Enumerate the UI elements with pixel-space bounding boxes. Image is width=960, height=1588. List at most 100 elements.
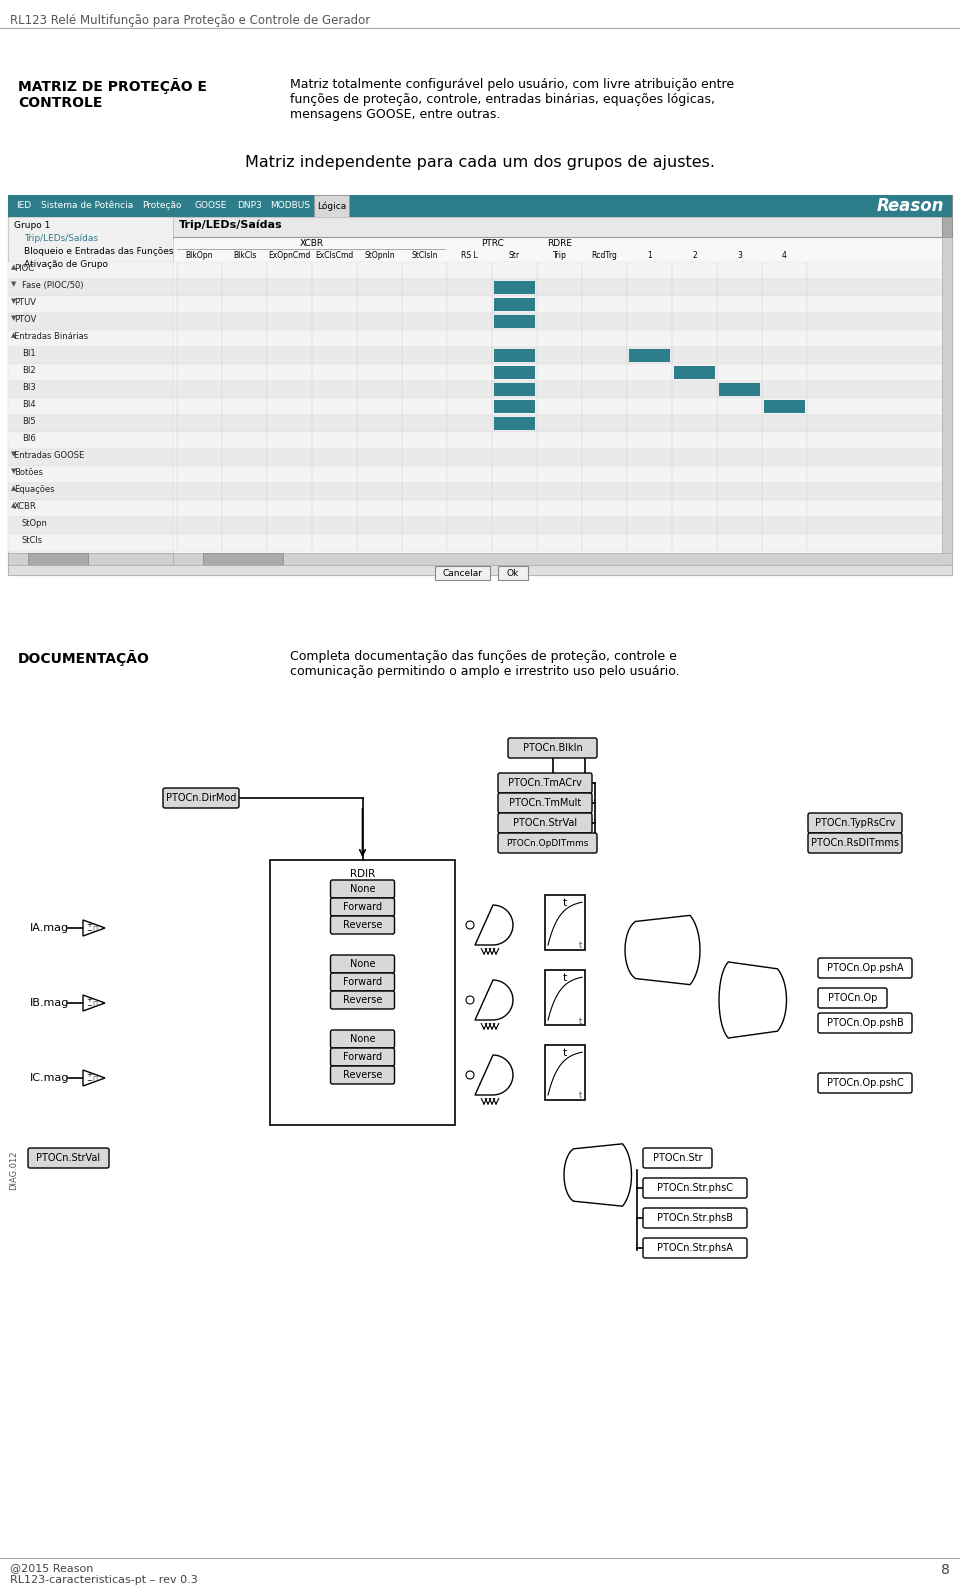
Text: PTOV: PTOV — [14, 314, 36, 324]
FancyBboxPatch shape — [163, 788, 239, 808]
Bar — [8, 534, 173, 551]
Text: Grupo 1: Grupo 1 — [14, 221, 50, 230]
Text: ▲: ▲ — [11, 502, 16, 508]
Bar — [674, 365, 715, 380]
Bar — [494, 365, 535, 380]
Text: Π: Π — [92, 1077, 98, 1081]
Text: BI1: BI1 — [22, 349, 36, 357]
Text: Matriz totalmente configurável pelo usuário, com livre atribuição entre
funções : Matriz totalmente configurável pelo usuá… — [290, 78, 734, 121]
Text: t: t — [578, 942, 582, 951]
Text: 1: 1 — [647, 251, 652, 260]
Text: Reason: Reason — [876, 197, 944, 214]
Text: PTOCn.Op: PTOCn.Op — [828, 992, 877, 1004]
Bar — [8, 414, 173, 432]
Text: BI4: BI4 — [22, 400, 36, 410]
Text: PTOCn.TmACrv: PTOCn.TmACrv — [508, 778, 582, 788]
Text: MODBUS: MODBUS — [270, 202, 310, 211]
Bar — [173, 483, 952, 500]
Bar — [8, 330, 173, 348]
Text: ▼: ▼ — [11, 281, 16, 287]
Text: PTOCn.TypRsCrv: PTOCn.TypRsCrv — [815, 818, 895, 827]
FancyBboxPatch shape — [330, 880, 395, 897]
Text: PTRC: PTRC — [481, 238, 503, 248]
Text: DNP3: DNP3 — [238, 202, 262, 211]
FancyBboxPatch shape — [330, 991, 395, 1008]
Text: t: t — [563, 1048, 567, 1058]
Bar — [173, 414, 952, 432]
Circle shape — [466, 1070, 474, 1078]
Text: @2015 Reason
RL123-caracteristicas-pt – rev 0.3: @2015 Reason RL123-caracteristicas-pt – … — [10, 1563, 198, 1585]
Text: IB.mag: IB.mag — [30, 997, 69, 1008]
Bar — [8, 553, 173, 565]
Bar — [764, 400, 805, 413]
Bar — [494, 349, 535, 362]
Bar — [8, 262, 173, 279]
Bar — [494, 299, 535, 311]
FancyBboxPatch shape — [330, 954, 395, 973]
Text: PTUV: PTUV — [14, 299, 36, 306]
Text: Equações: Equações — [14, 484, 55, 494]
Text: Forward: Forward — [343, 977, 382, 988]
Bar — [494, 383, 535, 395]
Text: ▲: ▲ — [11, 264, 16, 270]
Text: Ativação de Grupo: Ativação de Grupo — [24, 260, 108, 268]
Text: BI2: BI2 — [22, 365, 36, 375]
Text: BlkOpn: BlkOpn — [185, 251, 213, 260]
Bar — [270, 861, 455, 1124]
FancyBboxPatch shape — [818, 958, 912, 978]
Text: BI6: BI6 — [22, 434, 36, 443]
Text: BI3: BI3 — [22, 383, 36, 392]
Circle shape — [466, 996, 474, 1004]
FancyBboxPatch shape — [330, 897, 395, 916]
Text: Reverse: Reverse — [343, 996, 382, 1005]
Bar — [494, 281, 535, 294]
Text: 2: 2 — [692, 251, 697, 260]
Text: XCBR: XCBR — [300, 238, 324, 248]
Text: IED: IED — [16, 202, 32, 211]
Text: Forward: Forward — [343, 1051, 382, 1062]
Polygon shape — [83, 919, 105, 935]
Text: Proteção: Proteção — [142, 202, 181, 211]
Text: PTOCn.Op.pshB: PTOCn.Op.pshB — [827, 1018, 903, 1027]
Bar — [173, 465, 952, 483]
Text: PTOCn.Op.pshA: PTOCn.Op.pshA — [827, 962, 903, 973]
Bar — [8, 218, 173, 575]
Text: StCls: StCls — [22, 537, 43, 545]
FancyBboxPatch shape — [808, 813, 902, 834]
Bar — [8, 483, 173, 500]
Bar — [8, 449, 173, 465]
Text: ▼: ▼ — [11, 299, 16, 303]
Bar — [8, 500, 173, 518]
Bar — [435, 565, 490, 580]
Bar — [173, 449, 952, 465]
Text: Entradas GOOSE: Entradas GOOSE — [14, 451, 84, 461]
Text: Matriz independente para cada um dos grupos de ajustes.: Matriz independente para cada um dos gru… — [245, 156, 715, 170]
FancyBboxPatch shape — [28, 1148, 109, 1169]
FancyBboxPatch shape — [498, 813, 592, 834]
Text: Trip/LEDs/Saídas: Trip/LEDs/Saídas — [24, 233, 98, 243]
Text: PTOCn.OpDITmms: PTOCn.OpDITmms — [506, 838, 588, 848]
Text: PTOCn.Str: PTOCn.Str — [653, 1153, 703, 1162]
Text: ▼: ▼ — [11, 468, 16, 473]
FancyBboxPatch shape — [498, 834, 597, 853]
Text: t: t — [563, 973, 567, 983]
Text: RL123 Relé Multifunção para Proteção e Controle de Gerador: RL123 Relé Multifunção para Proteção e C… — [10, 14, 371, 27]
Bar — [173, 262, 952, 279]
Text: +: + — [86, 923, 92, 927]
FancyBboxPatch shape — [643, 1208, 747, 1228]
Text: GOOSE: GOOSE — [195, 202, 228, 211]
Text: Reverse: Reverse — [343, 1070, 382, 1080]
Bar — [8, 381, 173, 399]
Text: +: + — [86, 1072, 92, 1078]
FancyBboxPatch shape — [330, 1066, 395, 1085]
Bar — [173, 432, 952, 449]
Text: −: − — [86, 1078, 92, 1085]
Text: −: − — [86, 1004, 92, 1008]
Text: 4: 4 — [782, 251, 787, 260]
Bar — [498, 565, 528, 580]
FancyBboxPatch shape — [808, 834, 902, 853]
Text: t: t — [563, 897, 567, 908]
Text: DIAG.012: DIAG.012 — [10, 1150, 18, 1189]
Text: PTOCn.Str.phsA: PTOCn.Str.phsA — [657, 1243, 732, 1253]
Bar — [8, 295, 173, 313]
